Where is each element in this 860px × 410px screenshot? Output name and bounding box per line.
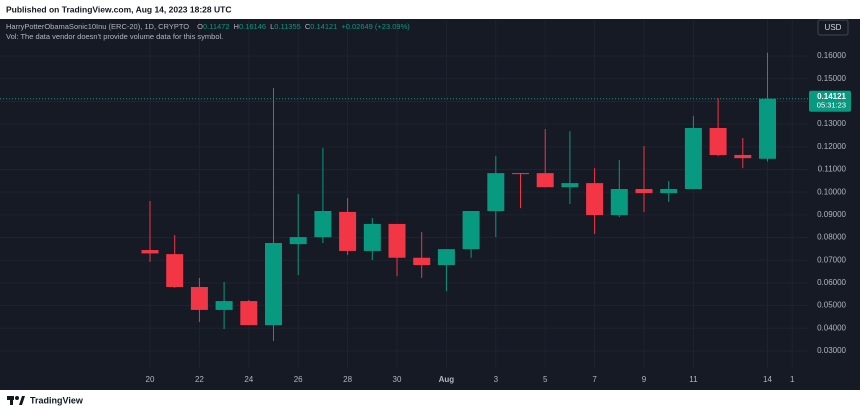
y-tick-label: 0.12000 (817, 142, 846, 151)
candle-body (512, 173, 529, 175)
header-bar (0, 0, 860, 19)
currency-button[interactable] (817, 19, 849, 36)
candle-body (610, 189, 628, 216)
currency[interactable]: USD (825, 23, 842, 32)
x-tick-label: 26 (294, 375, 303, 384)
x-tick-label: 9 (642, 375, 647, 384)
volume-note: Vol: The data vendor doesn't provide vol… (6, 32, 223, 41)
y-tick-label: 0.09000 (817, 210, 846, 219)
footer-bar (0, 390, 860, 410)
candle-body (462, 211, 480, 250)
candle-body (215, 301, 233, 310)
x-tick-label: Aug (439, 375, 455, 384)
candle-body (660, 189, 678, 194)
candle-body (166, 254, 184, 288)
ohlc-value: 0.14121 (310, 22, 337, 31)
change: +0.02649 (+23.09%) (341, 22, 410, 31)
x-tick-label: 20 (146, 375, 155, 384)
candle-body (734, 154, 752, 159)
candles (0, 52, 808, 342)
ohlc-label: C (305, 22, 311, 31)
x-tick-label: 1 (790, 375, 795, 384)
ohlc-label: H (234, 22, 239, 31)
chart-area (0, 19, 860, 390)
symbol: HarryPotterObamaSonic10Inu (ERC-20), 1D,… (6, 22, 189, 31)
candle-body (265, 243, 282, 326)
x-tick-label: 3 (494, 375, 499, 384)
candle-body (314, 211, 332, 238)
y-tick-label: 0.07000 (817, 255, 846, 264)
last-price-tag (809, 90, 851, 112)
legend: HarryPotterObamaSonic10Inu (ERC-20), 1D,… (6, 22, 410, 31)
candle-body (586, 183, 604, 216)
candle-body (363, 223, 381, 251)
y-tick-label: 0.11000 (818, 165, 847, 174)
ohlc-value: 0.16146 (239, 22, 266, 31)
x-tick-label: 30 (393, 375, 402, 384)
candle-body (561, 183, 579, 188)
ohlc-value: 0.11472 (203, 22, 230, 31)
candle-body (635, 189, 653, 194)
x-tick-label: 14 (763, 375, 772, 384)
candle-body (487, 173, 505, 212)
brand: TradingView (30, 395, 84, 405)
y-tick-label: 0.13000 (817, 119, 846, 128)
candle-body (190, 287, 208, 310)
ohlc-value: 0.11355 (274, 22, 301, 31)
candle-body (289, 237, 307, 245)
published-note: Published on TradingView.com, Aug 14, 20… (6, 4, 231, 14)
y-tick-label: 0.10000 (817, 187, 846, 196)
countdown: 05:31:23 (817, 101, 846, 110)
candle-body (388, 223, 406, 258)
x-tick-label: 24 (244, 375, 253, 384)
candle-body (536, 173, 554, 188)
ohlc-label: L (270, 22, 274, 31)
x-tick-label: 7 (592, 375, 597, 384)
x-tick-label: 11 (689, 375, 698, 384)
candle-body (437, 249, 455, 266)
y-tick-label: 0.05000 (817, 301, 846, 310)
last-price: 0.14121 (817, 92, 846, 101)
candle-body (684, 127, 702, 190)
candle-body (339, 211, 357, 251)
y-tick-label: 0.08000 (817, 233, 846, 242)
y-tick-label: 0.15000 (817, 74, 846, 83)
y-tick-label: 0.16000 (817, 51, 846, 60)
candle-body (141, 250, 159, 254)
candle-body (413, 257, 431, 266)
y-tick-label: 0.04000 (817, 323, 846, 332)
candle-body (240, 301, 258, 326)
x-tick-label: 28 (343, 375, 352, 384)
tradingview-logo (7, 396, 25, 405)
candle-body (709, 127, 727, 155)
ohlc-label: O (197, 22, 203, 31)
candle-body (759, 98, 776, 159)
x-tick-label: 22 (195, 375, 204, 384)
y-tick-label: 0.06000 (817, 278, 846, 287)
y-tick-label: 0.03000 (817, 346, 846, 355)
x-tick-label: 5 (543, 375, 548, 384)
